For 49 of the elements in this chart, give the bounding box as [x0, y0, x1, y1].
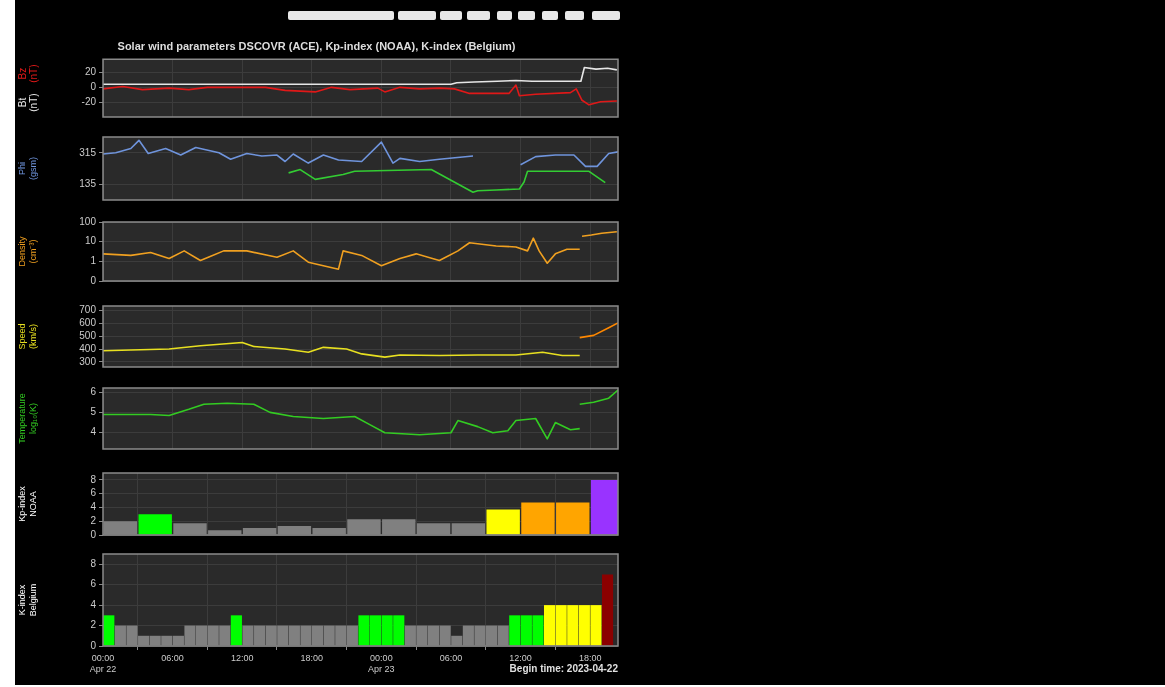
bar [601, 574, 614, 646]
y-tick-label: 8 [90, 557, 97, 569]
y-tick-label: 5 [90, 406, 97, 418]
x-tick-label: 00:00 Apr 23 [368, 652, 395, 674]
chart-title: Solar wind parameters DSCOVR (ACE), Kp-index (NOAA), K-index (Belgium) [117, 39, 516, 52]
y-axis-title: Density (cm⁻³) [16, 236, 38, 267]
y-tick-label: 600 [79, 317, 97, 329]
y-tick-label: 4 [90, 598, 97, 610]
y-tick-label: 500 [79, 329, 97, 341]
x-tick-label: 18:00 [578, 652, 602, 663]
y-tick-label: 315 [79, 146, 97, 158]
y-axis-title: K-index Belgium [16, 583, 38, 617]
y-tick-label: 2 [90, 514, 97, 526]
y-tick-label: 8 [90, 473, 97, 485]
y-tick-label: 0 [90, 81, 97, 93]
y-tick-label: 700 [79, 304, 97, 316]
y-tick-label: 0 [90, 274, 97, 286]
y-axis-title: Kp-index NOAA [16, 485, 38, 522]
x-tick-label: 06:00 [161, 652, 184, 663]
text: Bt (nT) [17, 93, 40, 112]
y-axis-title: Phi (gsm) [16, 157, 38, 180]
y-tick-label: 20 [84, 65, 97, 77]
y-tick-label: 400 [79, 342, 97, 354]
x-tick-label: 12:00 [230, 652, 254, 663]
text: Begin time: 2023-04-22 [509, 662, 619, 674]
y-tick-label: 10 [84, 235, 97, 247]
bar [138, 514, 172, 535]
x-tick-label: 00:00 Apr 22 [89, 652, 117, 674]
x-tick-label: 06:00 [439, 652, 463, 663]
y-tick-label: -20 [81, 96, 97, 108]
y-tick-label: 300 [79, 355, 97, 367]
y-tick-label: 0 [90, 639, 97, 651]
y-axis-title: Temperature log₁₀(K) [16, 393, 38, 444]
y-tick-label: 4 [90, 426, 97, 438]
bar [486, 509, 520, 535]
text: Bz (nT) [17, 64, 40, 83]
y-tick-label: 1 [90, 255, 97, 267]
y-tick-label: 6 [90, 578, 97, 590]
x-tick-label: 12:00 [509, 652, 532, 663]
x-tick-label: 18:00 [300, 652, 324, 663]
bar [230, 615, 242, 646]
y-tick-label: 6 [90, 487, 97, 499]
y-tick-label: 0 [90, 528, 97, 540]
y-tick-label: 4 [90, 501, 97, 513]
y-tick-label: 2 [90, 619, 97, 631]
y-tick-label: 135 [79, 178, 97, 189]
y-tick-label: 6 [90, 385, 97, 397]
y-tick-label: 100 [79, 215, 97, 227]
y-axis-title: Speed (km/s) [16, 323, 38, 350]
